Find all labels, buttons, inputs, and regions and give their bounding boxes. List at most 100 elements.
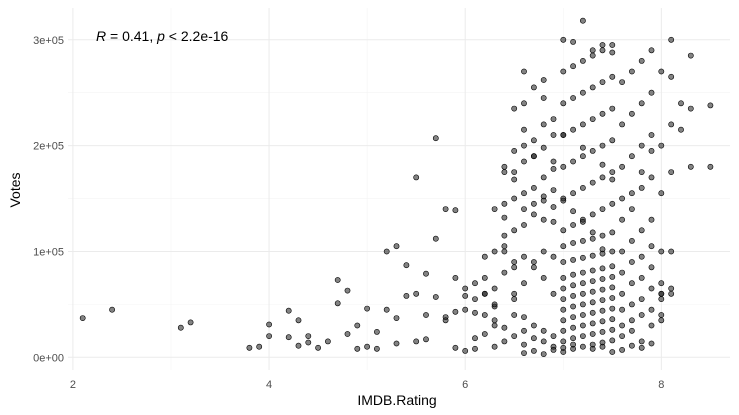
data-point bbox=[619, 346, 625, 353]
data-point bbox=[658, 290, 665, 297]
data-point bbox=[540, 216, 547, 223]
data-point bbox=[491, 343, 498, 350]
data-point bbox=[580, 58, 586, 64]
data-point bbox=[540, 95, 547, 101]
data-point bbox=[668, 285, 675, 292]
data-point bbox=[177, 324, 184, 331]
data-point bbox=[609, 326, 616, 333]
data-point bbox=[403, 292, 410, 299]
data-point bbox=[599, 318, 606, 325]
y-tick-label: 1e+05 bbox=[33, 246, 64, 258]
y-tick-label: 0e+00 bbox=[33, 352, 64, 364]
data-point bbox=[521, 68, 527, 75]
data-point bbox=[599, 174, 606, 181]
data-point bbox=[609, 295, 616, 301]
data-point bbox=[501, 243, 508, 250]
data-point bbox=[570, 271, 576, 278]
data-point bbox=[521, 280, 527, 287]
data-point bbox=[629, 153, 635, 160]
data-point bbox=[678, 100, 684, 107]
data-point bbox=[295, 342, 302, 349]
data-point bbox=[501, 163, 508, 170]
data-point bbox=[609, 305, 616, 312]
data-point bbox=[638, 274, 645, 281]
data-point bbox=[629, 110, 635, 117]
data-point bbox=[560, 132, 567, 138]
data-point bbox=[658, 296, 665, 302]
data-point bbox=[472, 335, 478, 342]
data-point bbox=[589, 47, 596, 54]
data-point bbox=[580, 312, 586, 318]
data-point bbox=[531, 137, 537, 144]
data-point bbox=[501, 248, 508, 255]
data-point bbox=[511, 169, 518, 175]
data-point bbox=[540, 197, 547, 204]
data-point bbox=[619, 216, 625, 223]
data-point bbox=[540, 274, 547, 281]
data-point bbox=[393, 340, 400, 347]
data-point bbox=[599, 47, 606, 54]
data-point bbox=[619, 333, 625, 339]
data-point bbox=[589, 288, 596, 295]
data-point bbox=[589, 331, 596, 337]
data-point bbox=[501, 169, 508, 175]
data-point bbox=[589, 320, 596, 327]
data-point bbox=[629, 259, 635, 265]
data-point bbox=[599, 79, 606, 85]
data-point bbox=[570, 63, 576, 70]
data-point bbox=[560, 285, 567, 292]
data-point bbox=[540, 248, 547, 255]
data-point bbox=[609, 42, 616, 48]
data-point bbox=[638, 344, 645, 351]
data-point bbox=[570, 190, 576, 197]
data-point bbox=[540, 121, 547, 128]
data-point bbox=[658, 317, 665, 324]
data-point bbox=[648, 132, 655, 138]
data-point bbox=[531, 211, 537, 218]
data-point bbox=[658, 312, 665, 318]
data-point bbox=[687, 163, 694, 170]
data-point bbox=[550, 218, 557, 225]
data-point bbox=[668, 73, 675, 80]
data-point bbox=[462, 292, 469, 299]
data-point bbox=[609, 137, 616, 144]
data-point bbox=[521, 341, 527, 348]
data-point bbox=[648, 89, 655, 96]
data-point bbox=[560, 296, 567, 302]
data-point bbox=[589, 345, 596, 352]
data-point bbox=[560, 274, 567, 281]
data-point bbox=[560, 338, 567, 345]
data-point bbox=[609, 316, 616, 323]
data-point bbox=[658, 248, 665, 255]
data-point bbox=[599, 276, 606, 282]
data-point bbox=[462, 347, 469, 354]
data-point bbox=[540, 351, 547, 357]
data-point bbox=[678, 126, 684, 133]
data-point bbox=[521, 126, 527, 133]
data-point bbox=[501, 200, 508, 207]
data-point bbox=[521, 350, 527, 356]
data-point bbox=[481, 290, 488, 297]
data-point bbox=[491, 285, 498, 292]
data-point bbox=[511, 195, 518, 202]
data-point bbox=[511, 227, 518, 234]
data-point bbox=[648, 174, 655, 181]
data-point bbox=[580, 121, 586, 128]
data-point bbox=[452, 344, 459, 351]
data-point bbox=[481, 274, 488, 281]
data-point bbox=[570, 282, 576, 289]
data-point bbox=[521, 314, 527, 320]
data-point bbox=[668, 248, 675, 255]
data-point bbox=[580, 153, 586, 160]
data-point bbox=[472, 309, 478, 316]
r-symbol: R bbox=[96, 28, 106, 44]
data-point bbox=[638, 338, 645, 345]
data-point bbox=[79, 315, 86, 321]
data-point bbox=[648, 285, 655, 292]
data-point bbox=[521, 206, 527, 212]
data-point bbox=[266, 321, 272, 328]
data-point bbox=[707, 102, 714, 109]
data-point bbox=[648, 322, 655, 329]
data-point bbox=[589, 179, 596, 186]
